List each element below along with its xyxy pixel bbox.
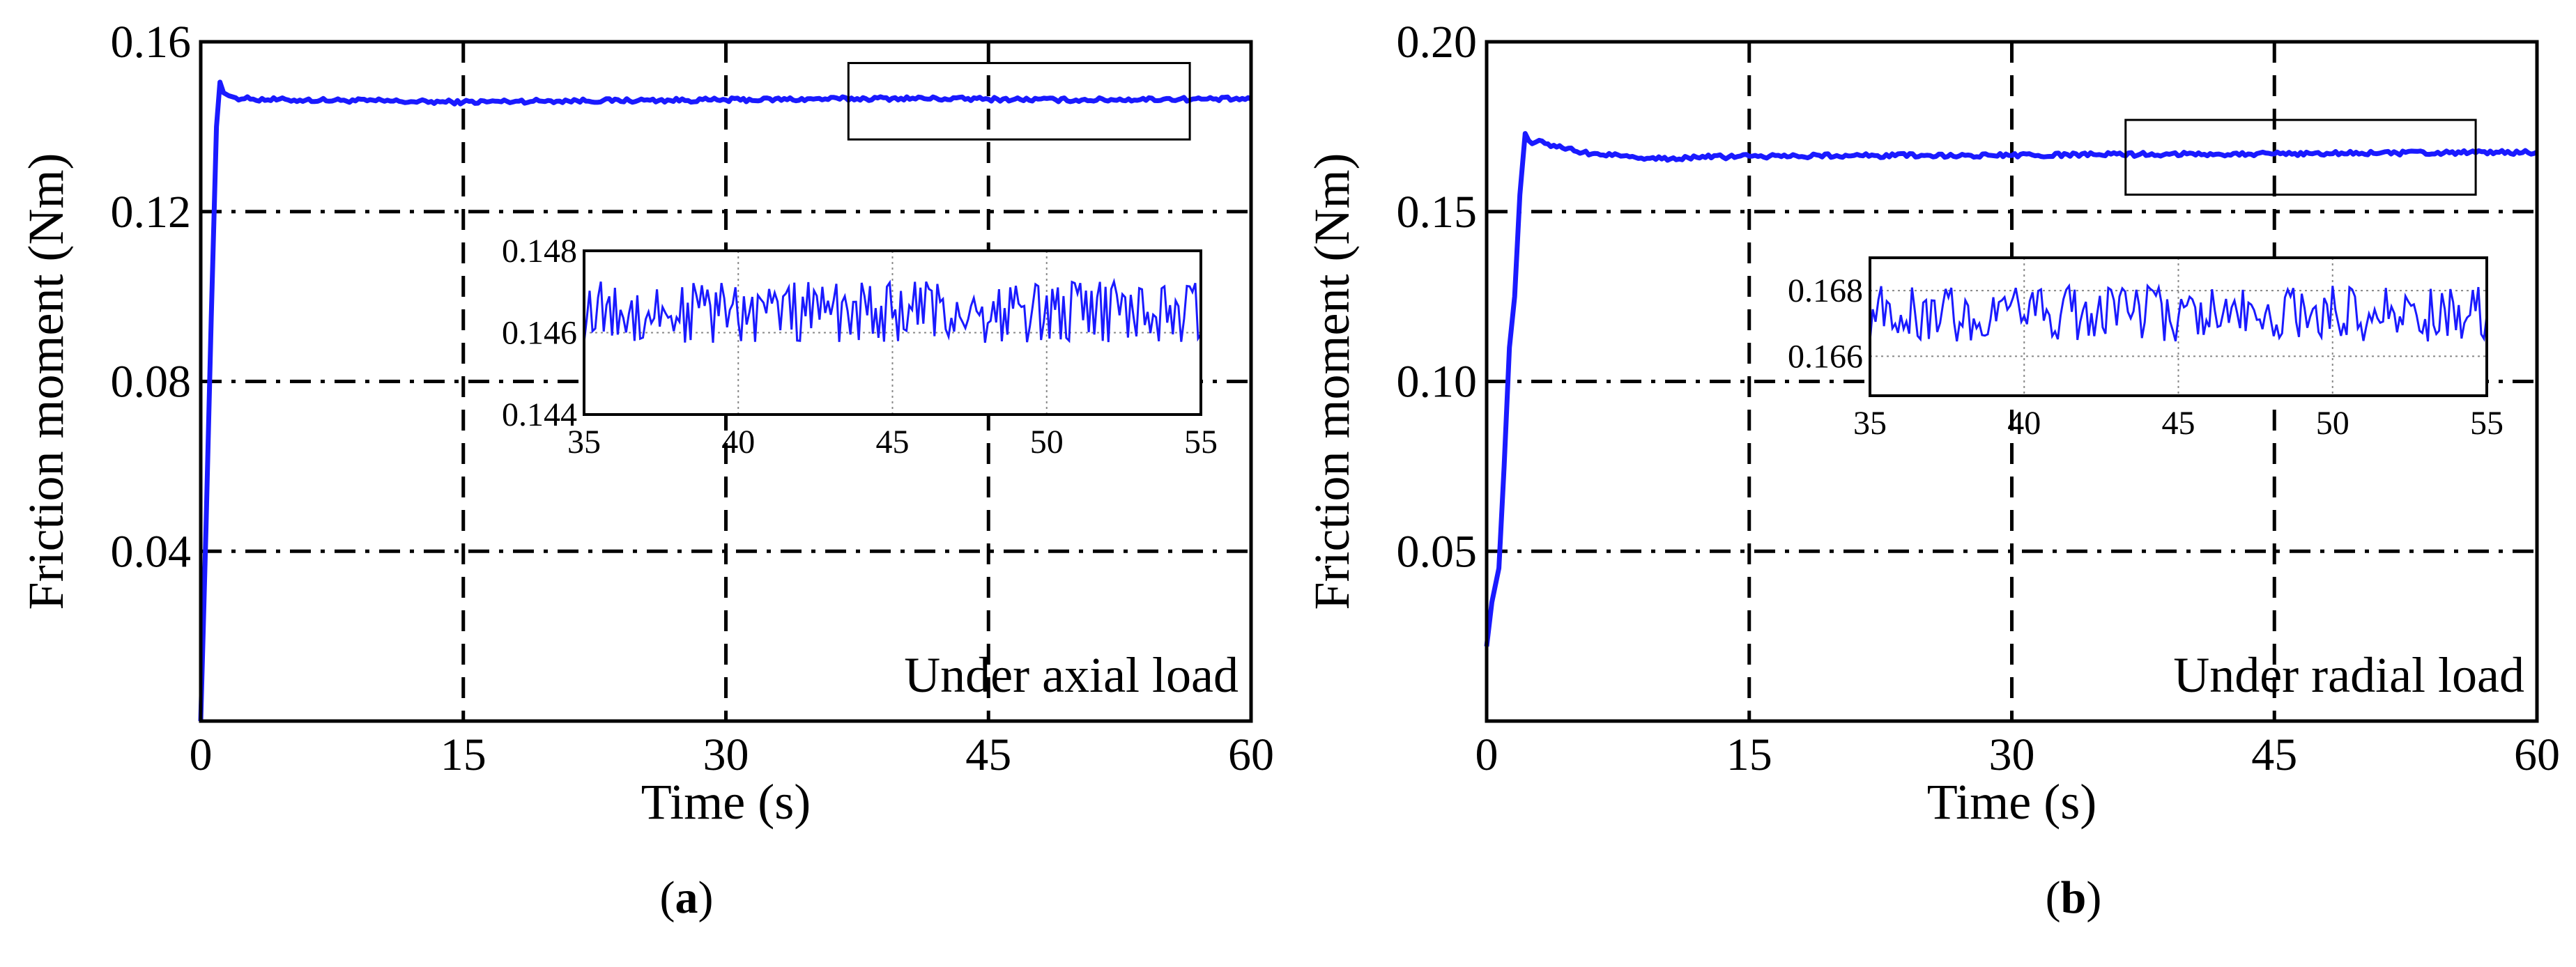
curve-group-b (1484, 131, 2538, 647)
inset-x-tick-label: 55 (2470, 405, 2504, 442)
inset-x-tick-label: 35 (567, 424, 601, 461)
caption-a: (a) (660, 872, 714, 923)
y-axis-label-b: Friction moment (Nm) (1304, 153, 1360, 610)
inset-y-tick-label: 0.168 (1788, 272, 1863, 309)
inset-y-tick-label: 0.148 (502, 233, 577, 270)
x-tick-label: 60 (1228, 729, 1274, 780)
inset-x-tick-label: 35 (1853, 405, 1887, 442)
y-tick-label: 0.20 (1397, 17, 1478, 68)
x-tick-label: 15 (1726, 729, 1772, 780)
plot-frame-b (1485, 40, 2539, 723)
x-tick-label: 0 (190, 729, 213, 780)
zoom-region-a (847, 61, 1191, 141)
axis-ticks-b: 0 15 30 45 60 0.05 0.10 0.15 0.20 (1397, 17, 2561, 780)
friction-moment-line (1484, 131, 2538, 647)
inset-x-tick-label: 45 (876, 424, 910, 461)
inset-y-tick-label: 0.144 (502, 396, 577, 433)
x-axis-label-b: Time (s) (1927, 774, 2096, 830)
x-tick-label: 45 (965, 729, 1011, 780)
inset-line (583, 277, 1202, 343)
y-tick-label: 0.04 (111, 526, 192, 577)
zoom-rectangle (847, 61, 1191, 141)
inset-frame (583, 249, 1202, 416)
y-tick-label: 0.08 (111, 357, 192, 408)
inset-y-tick-label: 0.166 (1788, 338, 1863, 375)
y-axis-label-a: Friction moment (Nm) (18, 153, 74, 610)
inset-x-tick-label: 50 (2316, 405, 2349, 442)
x-tick-label: 30 (703, 729, 749, 780)
inset-a: 35 40 45 50 55 0.144 0.146 0.148 (502, 233, 1218, 461)
inset-b: 35 40 45 50 55 0.166 0.168 (1788, 256, 2504, 442)
inset-y-tick-label: 0.146 (502, 315, 577, 352)
inset-x-tick-label: 45 (2162, 405, 2195, 442)
axis-ticks-a: 0 15 30 45 60 0.04 0.08 0.12 0.16 (111, 17, 1275, 780)
x-tick-label: 60 (2514, 729, 2560, 780)
zoom-rectangle (2124, 118, 2477, 196)
inset-x-tick-label: 40 (721, 424, 755, 461)
chart-panel-b: 35 40 45 50 55 0.166 0.168 0 15 30 45 60 0.05 0.10 0.… (1304, 17, 2560, 923)
curve-group-a (198, 79, 1252, 722)
inset-x-tick-label: 40 (2007, 405, 2041, 442)
annotation-b: Under radial load (2173, 647, 2524, 703)
y-tick-label: 0.05 (1397, 526, 1478, 577)
inset-line (1869, 283, 2488, 342)
friction-moment-line (198, 79, 1252, 722)
x-tick-label: 15 (440, 729, 486, 780)
inset-x-tick-label: 50 (1030, 424, 1064, 461)
y-tick-label: 0.10 (1397, 357, 1478, 408)
inset-x-tick-label: 55 (1184, 424, 1218, 461)
annotation-a: Under axial load (904, 647, 1239, 703)
inset-frame (1869, 256, 2488, 397)
x-tick-label: 45 (2251, 729, 2297, 780)
x-tick-label: 30 (1989, 729, 2035, 780)
x-axis-label-a: Time (s) (641, 774, 811, 830)
caption-b: (b) (2046, 872, 2102, 923)
y-tick-label: 0.12 (111, 187, 192, 238)
x-tick-label: 0 (1475, 729, 1498, 780)
caption-letter-b: b (2061, 872, 2087, 923)
caption-letter-a: a (675, 872, 698, 923)
y-tick-label: 0.15 (1397, 187, 1478, 238)
plot-frame-a (199, 40, 1253, 723)
zoom-region-b (2124, 118, 2477, 196)
y-tick-label: 0.16 (111, 17, 192, 68)
